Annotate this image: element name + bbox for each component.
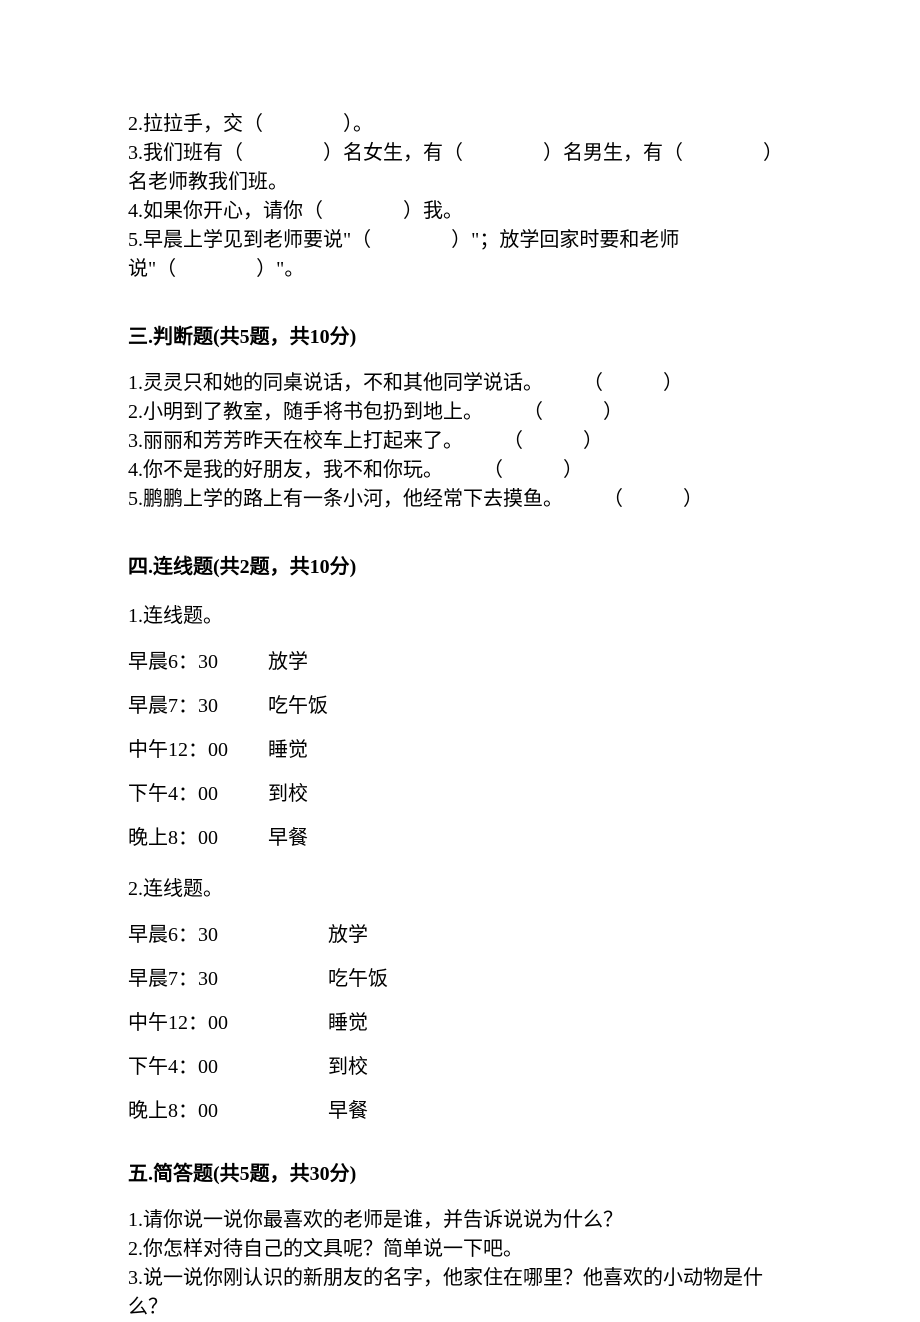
match2-right-3: 到校 (328, 1057, 368, 1077)
match2-left-3: 下午4：00 (128, 1057, 328, 1077)
match1-group: 早晨6：30 放学 早晨7：30 吃午饭 中午12：00 睡觉 下午4：00 到… (128, 652, 792, 848)
judge-q3: 3.丽丽和芳芳昨天在校车上打起来了。 （ ） (128, 427, 792, 456)
fill-q5: 5.早晨上学见到老师要说"（ ）"；放学回家时要和老师说"（ ）"。 (128, 226, 792, 284)
match1-row-1: 早晨7：30 吃午饭 (128, 696, 792, 716)
match2-right-2: 睡觉 (328, 1013, 368, 1033)
match1-row-4: 晚上8：00 早餐 (128, 828, 792, 848)
section-5-header: 五.简答题(共5题，共30分) (128, 1157, 792, 1186)
match2-row-3: 下午4：00 到校 (128, 1057, 792, 1077)
match1-label: 1.连线题。 (128, 599, 792, 628)
match1-right-4: 早餐 (268, 828, 308, 848)
match2-left-4: 晚上8：00 (128, 1101, 328, 1121)
match2-left-0: 早晨6：30 (128, 925, 328, 945)
fill-q2: 2.拉拉手，交（ ）。 (128, 110, 792, 139)
fill-q4: 4.如果你开心，请你（ ）我。 (128, 197, 792, 226)
match2-right-0: 放学 (328, 925, 368, 945)
match1-right-3: 到校 (268, 784, 308, 804)
match1-right-1: 吃午饭 (268, 696, 328, 716)
match2-group: 早晨6：30 放学 早晨7：30 吃午饭 中午12：00 睡觉 下午4：00 到… (128, 925, 792, 1121)
section-3-header: 三.判断题(共5题，共10分) (128, 320, 792, 349)
judge-q1: 1.灵灵只和她的同桌说话，不和其他同学说话。 （ ） (128, 369, 792, 398)
match2-right-4: 早餐 (328, 1101, 368, 1121)
match1-row-3: 下午4：00 到校 (128, 784, 792, 804)
judge-q4: 4.你不是我的好朋友，我不和你玩。 （ ） (128, 456, 792, 485)
match2-row-1: 早晨7：30 吃午饭 (128, 969, 792, 989)
short-q1: 1.请你说一说你最喜欢的老师是谁，并告诉说说为什么？ (128, 1206, 792, 1235)
judge-q5: 5.鹏鹏上学的路上有一条小河，他经常下去摸鱼。 （ ） (128, 485, 792, 514)
match2-row-4: 晚上8：00 早餐 (128, 1101, 792, 1121)
document-content: 2.拉拉手，交（ ）。 3.我们班有（ ）名女生，有（ ）名男生，有（ ）名老师… (0, 0, 920, 1322)
fill-q3: 3.我们班有（ ）名女生，有（ ）名男生，有（ ）名老师教我们班。 (128, 139, 792, 197)
match1-right-2: 睡觉 (268, 740, 308, 760)
match2-left-1: 早晨7：30 (128, 969, 328, 989)
short-q2: 2.你怎样对待自己的文具呢？简单说一下吧。 (128, 1235, 792, 1264)
match1-row-2: 中午12：00 睡觉 (128, 740, 792, 760)
short-q3: 3.说一说你刚认识的新朋友的名字，他家住在哪里？他喜欢的小动物是什么？ (128, 1264, 792, 1322)
section-4-header: 四.连线题(共2题，共10分) (128, 550, 792, 579)
match1-left-4: 晚上8：00 (128, 828, 268, 848)
match2-label: 2.连线题。 (128, 872, 792, 901)
match1-left-3: 下午4：00 (128, 784, 268, 804)
match1-left-0: 早晨6：30 (128, 652, 268, 672)
match2-row-2: 中午12：00 睡觉 (128, 1013, 792, 1033)
match2-left-2: 中午12：00 (128, 1013, 328, 1033)
match1-left-2: 中午12：00 (128, 740, 268, 760)
match1-row-0: 早晨6：30 放学 (128, 652, 792, 672)
match2-right-1: 吃午饭 (328, 969, 388, 989)
match1-left-1: 早晨7：30 (128, 696, 268, 716)
judge-q2: 2.小明到了教室，随手将书包扔到地上。 （ ） (128, 398, 792, 427)
match1-right-0: 放学 (268, 652, 308, 672)
match2-row-0: 早晨6：30 放学 (128, 925, 792, 945)
